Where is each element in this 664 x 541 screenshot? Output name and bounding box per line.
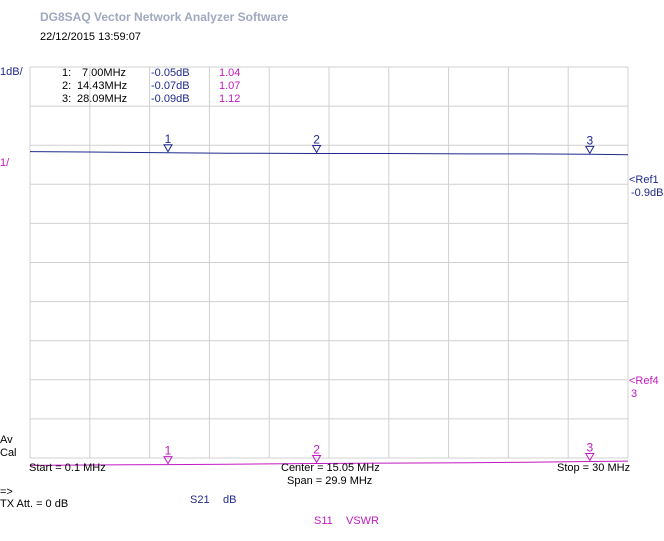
s21-legend-name[interactable]: S21 (190, 494, 210, 506)
calibration-label: Cal (0, 447, 17, 459)
ref1-value: -0.9dB (631, 187, 664, 199)
marker-s21-value: -0.07dB (151, 80, 190, 92)
ref4-label: <Ref4 (629, 375, 659, 387)
tx-attenuation: TX Att. = 0 dB (0, 498, 69, 510)
s21-trace (29, 151, 629, 156)
marker-row-1: 1: 7.00MHz -0.05dB 1.04 (62, 67, 240, 79)
center-frequency: Center = 15.05 MHz (281, 462, 380, 474)
marker-number-label: 3 (586, 441, 593, 455)
marker-triangle[interactable] (311, 454, 322, 464)
app-title: DG8SAQ Vector Network Analyzer Software (40, 10, 289, 24)
s11-legend-name[interactable]: S11 (314, 515, 333, 527)
marker-s21-value: -0.05dB (151, 67, 190, 79)
span-frequency: Span = 29.9 MHz (287, 475, 373, 487)
ref4-value: 3 (631, 388, 638, 400)
datetime-stamp: 22/12/2015 13:59:07 (40, 31, 141, 43)
marker-index: 2: (62, 80, 72, 92)
marker-vswr-value: 1.12 (219, 93, 241, 105)
arrow-indicator: => (0, 486, 13, 498)
marker-triangle[interactable] (584, 453, 595, 462)
marker-triangle[interactable] (163, 144, 173, 153)
marker-s21-value: -0.09dB (151, 93, 190, 105)
marker-triangle[interactable] (163, 456, 173, 465)
start-frequency: Start = 0.1 MHz (29, 462, 106, 474)
marker-number-label: 1 (165, 132, 172, 146)
marker-vswr-value: 1.04 (219, 67, 241, 79)
marker-vswr-value: 1.07 (219, 80, 241, 92)
s21-scale-label: 1dB/ (0, 66, 23, 78)
grid-lines (29, 66, 629, 459)
marker-triangle[interactable] (311, 145, 322, 154)
s11-scale-label: 1/ (0, 157, 10, 169)
marker-index: 3: (62, 93, 72, 105)
marker-number-label: 1 (165, 444, 172, 458)
stop-frequency: Stop = 30 MHz (557, 462, 631, 474)
ref1-label: <Ref1 (629, 174, 659, 186)
marker-freq: 7.00MHz (82, 67, 127, 79)
marker-number-label: 2 (313, 133, 320, 147)
s21-markers: 1 2 3 (163, 132, 595, 155)
marker-number-label: 3 (586, 133, 593, 147)
s11-markers: 1 2 3 (163, 441, 595, 465)
averaging-label: Av (0, 434, 13, 446)
s11-legend-unit[interactable]: VSWR (346, 515, 379, 527)
s21-legend-unit[interactable]: dB (223, 494, 237, 506)
marker-index: 1: (62, 67, 72, 79)
s11-trace (29, 460, 629, 466)
marker-triangle[interactable] (584, 145, 595, 155)
marker-number-label: 2 (313, 442, 320, 456)
